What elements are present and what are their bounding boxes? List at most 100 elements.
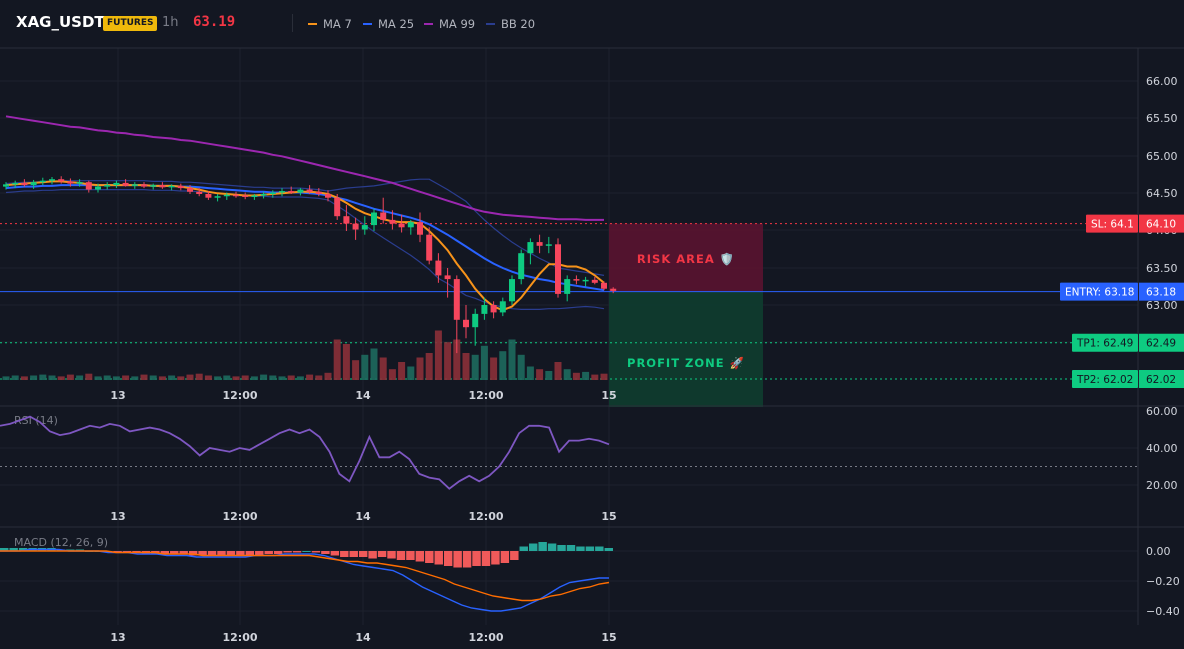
macd-hist-bar [9, 548, 18, 551]
volume-bar [398, 362, 406, 380]
volume-bar [591, 374, 599, 380]
rsi-line [0, 415, 610, 490]
volume-bar [545, 371, 553, 380]
volume-bar [480, 345, 488, 380]
legend-bb20[interactable]: BB 20 [486, 17, 535, 31]
interval-selector[interactable]: 1h [162, 15, 179, 30]
macd-hist-bar [358, 551, 368, 557]
macd-hist-bar [510, 551, 519, 560]
macd-hist-bar [226, 551, 236, 556]
volume-bar [131, 376, 139, 380]
candle-body [463, 319, 469, 328]
volume-bar [508, 339, 516, 380]
volume-bar [342, 344, 350, 380]
macd-hist-bar [453, 551, 462, 568]
candle-body [601, 282, 607, 289]
macd-hist-bar [188, 551, 198, 556]
tp2-price: 62.02 [1146, 374, 1176, 386]
candle-body [269, 192, 276, 195]
macd-hist-bar [66, 549, 75, 551]
candle-body [12, 182, 19, 185]
volume-bar [315, 375, 323, 380]
candle-body [518, 253, 525, 280]
macd-hist-bar [585, 546, 595, 551]
tp2-tag-bg [1072, 370, 1138, 388]
time-tick: 13 [110, 389, 125, 402]
macd-tick: −0.20 [1146, 575, 1180, 588]
macd-hist-bar [519, 546, 528, 551]
volume-bar [103, 375, 111, 380]
entry-price-bg [1139, 282, 1184, 301]
candle-body [131, 184, 138, 186]
pane-dividers [0, 47, 1184, 625]
volume-bar [526, 366, 534, 380]
header-divider [292, 14, 293, 32]
ma99-line [5, 115, 604, 221]
sl-tag: SL: 64.1 [1091, 219, 1134, 231]
macd-hist-bar [207, 551, 217, 556]
candle-body [251, 195, 258, 197]
candle-body [168, 185, 175, 188]
volume-bar [333, 339, 341, 380]
volume-bar [204, 375, 212, 380]
macd-hist-bar [491, 551, 500, 565]
candle-body [444, 275, 451, 280]
symbol-name[interactable]: XAG_USDT [16, 13, 105, 31]
time-axis[interactable]: 13 12:00 14 12:00 15 13 12:00 14 12:00 15 13 12:00 1… [110, 389, 616, 644]
macd-tick: 0.00 [1146, 545, 1171, 558]
macd-hist-bar [595, 546, 604, 551]
legend-ma99[interactable]: MA 99 [424, 17, 475, 31]
candle-body [325, 194, 331, 198]
macd-hist-bar [547, 543, 557, 551]
volume-bar [30, 375, 38, 380]
time-tick: 12:00 [468, 389, 503, 402]
candle-body [472, 313, 479, 328]
macd-hist-bar [349, 551, 358, 557]
tp2-price-bg [1139, 370, 1184, 388]
macd-hist-bar [321, 551, 330, 554]
volume-bar [158, 376, 166, 380]
candle-body [536, 242, 543, 246]
legend-bb20-label: BB 20 [501, 17, 536, 31]
candle-body [545, 244, 552, 246]
macd-hist-bar [0, 548, 9, 551]
candle-body [591, 279, 598, 283]
candle-body [95, 186, 101, 190]
candle-body [196, 191, 203, 194]
time-tick: 15 [601, 389, 616, 402]
profit-zone-box [609, 291, 763, 407]
rsi-tick: 40.00 [1146, 442, 1178, 455]
macd-hist-bar [283, 551, 292, 553]
legend-ma7[interactable]: MA 7 [308, 17, 352, 31]
legend-ma25[interactable]: MA 25 [363, 17, 414, 31]
risk-area-box [609, 223, 763, 292]
candle-body [76, 182, 83, 184]
volume-bar [306, 374, 314, 380]
candle-body [453, 279, 460, 320]
price-axis[interactable]: 66.0065.5065.0064.5064.0063.5063.0060.00… [1146, 75, 1180, 618]
macd-hist-bar [557, 545, 566, 551]
time-tick: 12:00 [222, 631, 257, 644]
candle-body [85, 182, 92, 190]
macd-hist-bar [377, 551, 387, 557]
trade-zones: RISK AREA 🛡️ PROFIT ZONE 🚀 [609, 223, 763, 407]
volume-bar [287, 375, 295, 380]
time-tick: 12:00 [468, 510, 503, 523]
candle-body [177, 185, 184, 189]
candle-body [67, 181, 74, 184]
candle-body [398, 223, 405, 228]
volume-bar [11, 375, 19, 380]
time-tick: 15 [601, 631, 616, 644]
macd-hist-bar [425, 551, 434, 563]
macd-hist-bar [434, 551, 443, 565]
futures-badge: FUTURES [103, 16, 158, 31]
macd-hist-bar [236, 551, 245, 556]
volume-bar [85, 373, 93, 380]
volume-bar [278, 376, 286, 380]
volume-bar [2, 376, 10, 380]
time-tick: 15 [601, 510, 616, 523]
candle-body [260, 194, 267, 196]
volume-bar [186, 374, 194, 380]
grid-lines [0, 48, 1138, 625]
